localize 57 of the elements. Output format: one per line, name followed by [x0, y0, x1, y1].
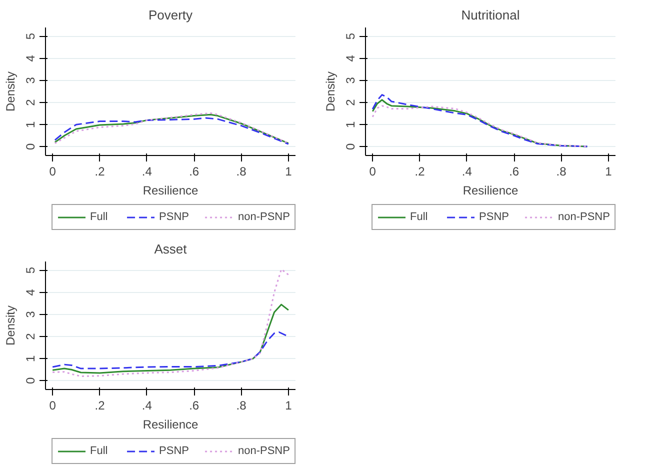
- legend-label: Full: [410, 210, 429, 224]
- y-tick-label: 1: [24, 354, 38, 362]
- legend-label: PSNP: [159, 210, 189, 224]
- x-axis-title: Resilience: [462, 184, 519, 198]
- y-tick-label: 4: [344, 54, 358, 62]
- x-tick-label: 0: [369, 164, 376, 178]
- x-tick-label: 0: [49, 164, 56, 178]
- y-axis-title: Density: [4, 305, 18, 346]
- x-tick-label: .8: [556, 164, 567, 178]
- legend-label: PSNP: [479, 210, 509, 224]
- x-tick-label: .8: [236, 398, 247, 412]
- y-tick-label: 1: [344, 120, 358, 128]
- y-tick-label: 2: [344, 98, 358, 106]
- y-tick-label: 5: [344, 32, 358, 40]
- x-tick-label: .2: [94, 398, 106, 412]
- line-series: [52, 268, 290, 378]
- y-tick-label: 4: [24, 54, 38, 62]
- y-tick-label: 1: [24, 120, 38, 128]
- legend-label: Full: [90, 444, 109, 458]
- x-tick-label: .4: [142, 398, 152, 412]
- y-tick-label: 0: [24, 377, 38, 384]
- x-axis-title: Resilience: [142, 184, 199, 198]
- y-tick-label: 0: [344, 143, 358, 150]
- legend-label: PSNP: [159, 444, 189, 458]
- y-tick-label: 5: [24, 32, 38, 40]
- x-tick-label: .4: [142, 164, 152, 178]
- x-tick-label: 0: [49, 398, 56, 412]
- chart-title: Nutritional: [461, 8, 520, 22]
- x-tick-label: .6: [189, 398, 200, 412]
- x-tick-label: 1: [285, 164, 292, 178]
- x-tick-label: 1: [285, 398, 292, 412]
- x-tick-label: .4: [462, 164, 472, 178]
- legend-label: non-PSNP: [558, 210, 610, 224]
- y-tick-label: 3: [344, 76, 358, 84]
- y-tick-label: 3: [24, 76, 38, 84]
- line-series: [52, 331, 290, 370]
- x-tick-label: .2: [414, 164, 426, 178]
- y-axis-title: Density: [4, 71, 18, 112]
- x-axis-title: Resilience: [142, 418, 199, 432]
- chart-title: Poverty: [148, 8, 194, 22]
- legend-label: Full: [90, 210, 109, 224]
- legend-label: non-PSNP: [238, 210, 290, 224]
- y-tick-label: 0: [24, 143, 38, 150]
- x-tick-label: .2: [94, 164, 106, 178]
- x-tick-label: .8: [236, 164, 247, 178]
- legend-label: non-PSNP: [238, 444, 290, 458]
- y-tick-label: 2: [24, 332, 38, 340]
- x-tick-label: 1: [605, 164, 612, 178]
- x-tick-label: .6: [189, 164, 200, 178]
- y-tick-label: 5: [24, 266, 38, 274]
- y-axis-title: Density: [324, 71, 338, 112]
- y-tick-label: 2: [24, 98, 38, 106]
- y-tick-label: 4: [24, 288, 38, 296]
- line-series: [52, 304, 290, 374]
- y-tick-label: 3: [24, 310, 38, 318]
- x-tick-label: .6: [509, 164, 520, 178]
- chart-title: Asset: [154, 242, 188, 256]
